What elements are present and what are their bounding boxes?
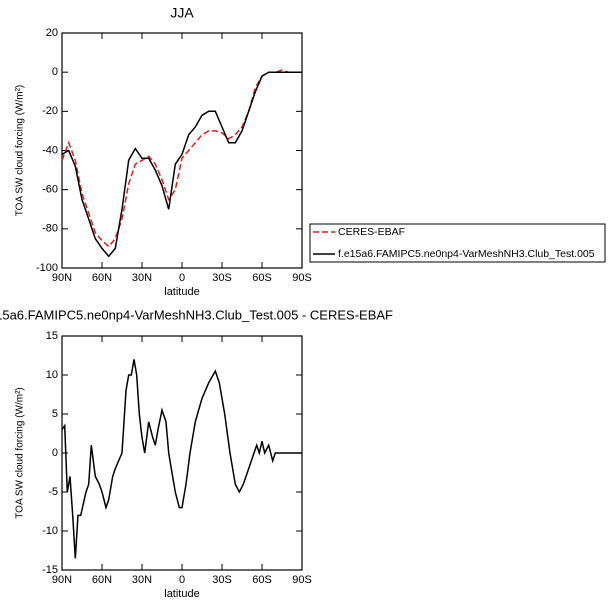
x-axis-label: latitude xyxy=(164,286,199,298)
x-tick-label: 30S xyxy=(212,272,232,284)
y-tick-label: 0 xyxy=(52,447,58,459)
x-tick-label: 0 xyxy=(179,574,185,586)
x-tick-label: 30N xyxy=(132,272,152,284)
x-tick-label: 60N xyxy=(92,574,112,586)
y-tick-label: -60 xyxy=(42,184,58,196)
y-tick-label: 15 xyxy=(46,330,58,342)
legend-label: CERES-EBAF xyxy=(338,226,405,238)
x-tick-label: 30N xyxy=(132,574,152,586)
x-tick-label: 90N xyxy=(52,272,72,284)
y-tick-label: 20 xyxy=(46,27,58,39)
plot-frame xyxy=(61,335,303,571)
x-tick-label: 30S xyxy=(212,574,232,586)
series-line xyxy=(61,69,302,248)
y-tick-label: -5 xyxy=(48,486,58,498)
y-tick-label: -10 xyxy=(42,525,58,537)
x-tick-label: 90S xyxy=(292,574,312,586)
x-tick-label: 60S xyxy=(252,574,272,586)
series-line xyxy=(61,359,302,559)
y-tick-label: 10 xyxy=(46,369,58,381)
series-line xyxy=(61,71,302,258)
x-tick-label: 60S xyxy=(252,272,272,284)
y-tick-label: -40 xyxy=(42,144,58,156)
plot-frame xyxy=(61,32,303,269)
legend-label: f.e15a6.FAMIPC5.ne0np4-VarMeshNH3.Club_T… xyxy=(338,248,595,260)
x-tick-label: 60N xyxy=(92,272,112,284)
y-tick-label: 5 xyxy=(52,408,58,420)
chart-title: f.e15a6.FAMIPC5.ne0np4-VarMeshNH3.Club_T… xyxy=(0,307,393,322)
y-axis-label: TOA SW cloud forcing (W/m²) xyxy=(15,85,26,217)
x-tick-label: 90S xyxy=(292,272,312,284)
y-tick-label: -20 xyxy=(42,105,58,117)
chart-title: JJA xyxy=(170,5,194,21)
x-tick-label: 90N xyxy=(52,574,72,586)
y-tick-label: -80 xyxy=(42,223,58,235)
y-axis-label: TOA SW cloud forcing (W/m²) xyxy=(15,387,26,519)
y-tick-label: 0 xyxy=(52,66,58,78)
y-tick-label: -100 xyxy=(36,262,58,274)
legend-box xyxy=(309,223,606,263)
y-tick-label: -15 xyxy=(42,564,58,576)
x-axis-label: latitude xyxy=(164,588,199,600)
x-tick-label: 0 xyxy=(179,272,185,284)
